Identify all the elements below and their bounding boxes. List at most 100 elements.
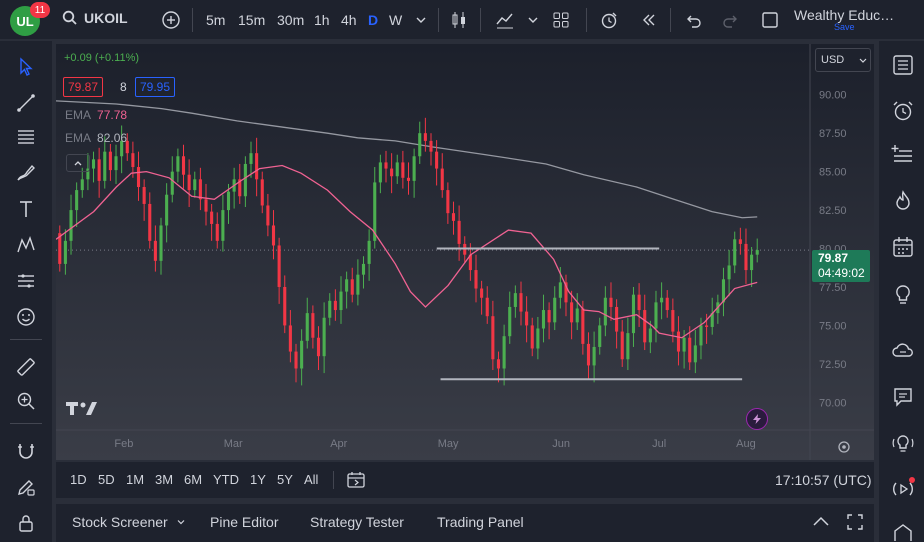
- flash-button[interactable]: [746, 408, 768, 430]
- indicators-dropdown[interactable]: [522, 9, 544, 31]
- grid-icon: [553, 12, 569, 28]
- chevron-down-icon: [528, 17, 538, 23]
- tab-stock-screener[interactable]: Stock Screener: [72, 514, 186, 530]
- alerts-button[interactable]: [889, 97, 917, 125]
- candle-body: [271, 225, 276, 246]
- magnet-tool[interactable]: [12, 437, 40, 465]
- brush-tool[interactable]: [12, 159, 40, 187]
- replay-button[interactable]: [638, 9, 660, 31]
- candle-body: [367, 240, 371, 264]
- candle-body: [480, 288, 484, 298]
- lock-all-tool[interactable]: [12, 509, 40, 537]
- range-3m[interactable]: 3M: [155, 472, 174, 487]
- add-list-icon: [891, 145, 912, 162]
- help-button[interactable]: [889, 519, 917, 542]
- interval-1h[interactable]: 1h: [314, 12, 330, 28]
- chart-pane[interactable]: 92.0090.0087.5085.0082.5080.0077.5075.00…: [56, 44, 874, 460]
- candle-body: [378, 162, 382, 183]
- range-6m[interactable]: 6M: [184, 472, 203, 487]
- tab-strategy-tester[interactable]: Strategy Tester: [310, 514, 404, 530]
- alert-button[interactable]: [598, 9, 620, 31]
- fullscreen-button[interactable]: [759, 9, 781, 31]
- ideas-button[interactable]: [889, 281, 917, 309]
- save-status[interactable]: Save: [834, 22, 855, 32]
- maximize-panel-button[interactable]: [846, 513, 864, 536]
- symbol-search[interactable]: UKOIL: [62, 10, 128, 26]
- interval-dropdown[interactable]: [410, 9, 432, 31]
- candle-body: [58, 233, 62, 264]
- object-tree-button[interactable]: [889, 141, 917, 169]
- avatar-initials: UL: [16, 13, 34, 29]
- goto-date-button[interactable]: [346, 470, 366, 495]
- candle-body: [553, 297, 557, 323]
- hotlists-button[interactable]: [889, 187, 917, 215]
- last-price-label: 79.87 04:49:02: [812, 250, 870, 282]
- candle-body: [496, 359, 501, 369]
- forecast-tool[interactable]: [12, 267, 40, 295]
- tab-pine-editor[interactable]: Pine Editor: [210, 514, 279, 530]
- pattern-tool[interactable]: [12, 231, 40, 259]
- chats-button[interactable]: [889, 383, 917, 411]
- collapse-legend-button[interactable]: [66, 154, 90, 172]
- range-1d[interactable]: 1D: [70, 472, 87, 487]
- currency-select[interactable]: USD: [815, 48, 871, 72]
- emoji-tool[interactable]: [12, 303, 40, 331]
- candle-body: [592, 346, 596, 366]
- range-5y[interactable]: 5Y: [277, 472, 293, 487]
- utc-clock[interactable]: 17:10:57 (UTC): [775, 472, 872, 488]
- trendline-icon: [17, 94, 35, 112]
- interval-15m[interactable]: 15m: [238, 12, 266, 28]
- candle-body: [91, 159, 96, 169]
- fib-tool[interactable]: [12, 123, 40, 151]
- indicators-button[interactable]: [494, 9, 516, 31]
- redo-button[interactable]: [720, 9, 742, 31]
- trendline-tool[interactable]: [12, 89, 40, 117]
- candle-body: [333, 300, 337, 311]
- range-1y[interactable]: 1Y: [250, 472, 266, 487]
- price-chart[interactable]: 92.0090.0087.5085.0082.5080.0077.5075.00…: [56, 44, 874, 460]
- candle-body: [238, 179, 242, 197]
- candle-body: [350, 279, 354, 295]
- candle-body: [654, 302, 658, 329]
- undo-button[interactable]: [682, 9, 704, 31]
- text-tool[interactable]: [12, 195, 40, 223]
- expand-panel-button[interactable]: [811, 514, 831, 535]
- interval-w[interactable]: W: [389, 12, 403, 28]
- interval-30m[interactable]: 30m: [277, 12, 305, 28]
- tips-button[interactable]: [889, 429, 917, 457]
- zoom-tool[interactable]: [12, 387, 40, 415]
- tab-trading-panel[interactable]: Trading Panel: [437, 514, 524, 530]
- measure-tool[interactable]: [12, 353, 40, 381]
- ema-legend-slow[interactable]: EMA 82.06: [65, 131, 127, 145]
- ema-slow-label: EMA: [65, 131, 92, 145]
- compare-symbol-button[interactable]: [160, 9, 182, 31]
- chart-type-button[interactable]: [448, 9, 470, 31]
- candle-body: [530, 325, 534, 349]
- ema-legend-fast[interactable]: EMA 77.78: [65, 108, 127, 122]
- calendar-button[interactable]: [889, 233, 917, 261]
- layouts-button[interactable]: [550, 9, 572, 31]
- range-ytd[interactable]: YTD: [213, 472, 239, 487]
- layout-name[interactable]: Wealthy Educ…: [794, 7, 895, 23]
- symbol-name: UKOIL: [84, 10, 128, 26]
- cursor-tool[interactable]: [12, 53, 40, 81]
- sell-price-button[interactable]: 79.87: [63, 77, 104, 97]
- smiley-icon: [17, 308, 35, 326]
- range-5d[interactable]: 5D: [98, 472, 115, 487]
- buy-price-button[interactable]: 79.95: [135, 77, 176, 97]
- measure-lines-icon: [18, 274, 34, 288]
- candle-body: [288, 325, 292, 352]
- lock-drawing-tool[interactable]: [12, 473, 40, 501]
- candle-body: [750, 254, 754, 271]
- watchlist-button[interactable]: [889, 51, 917, 79]
- streams-button[interactable]: [889, 337, 917, 365]
- range-1m[interactable]: 1M: [126, 472, 145, 487]
- candle-body: [311, 313, 315, 338]
- x-tick-label: Feb: [114, 438, 133, 450]
- interval-5m[interactable]: 5m: [206, 12, 226, 28]
- range-all[interactable]: All: [304, 472, 319, 487]
- interval-4h[interactable]: 4h: [341, 12, 357, 28]
- broadcast-button[interactable]: [889, 475, 917, 503]
- candle-body: [451, 213, 456, 221]
- interval-d[interactable]: D: [368, 12, 379, 28]
